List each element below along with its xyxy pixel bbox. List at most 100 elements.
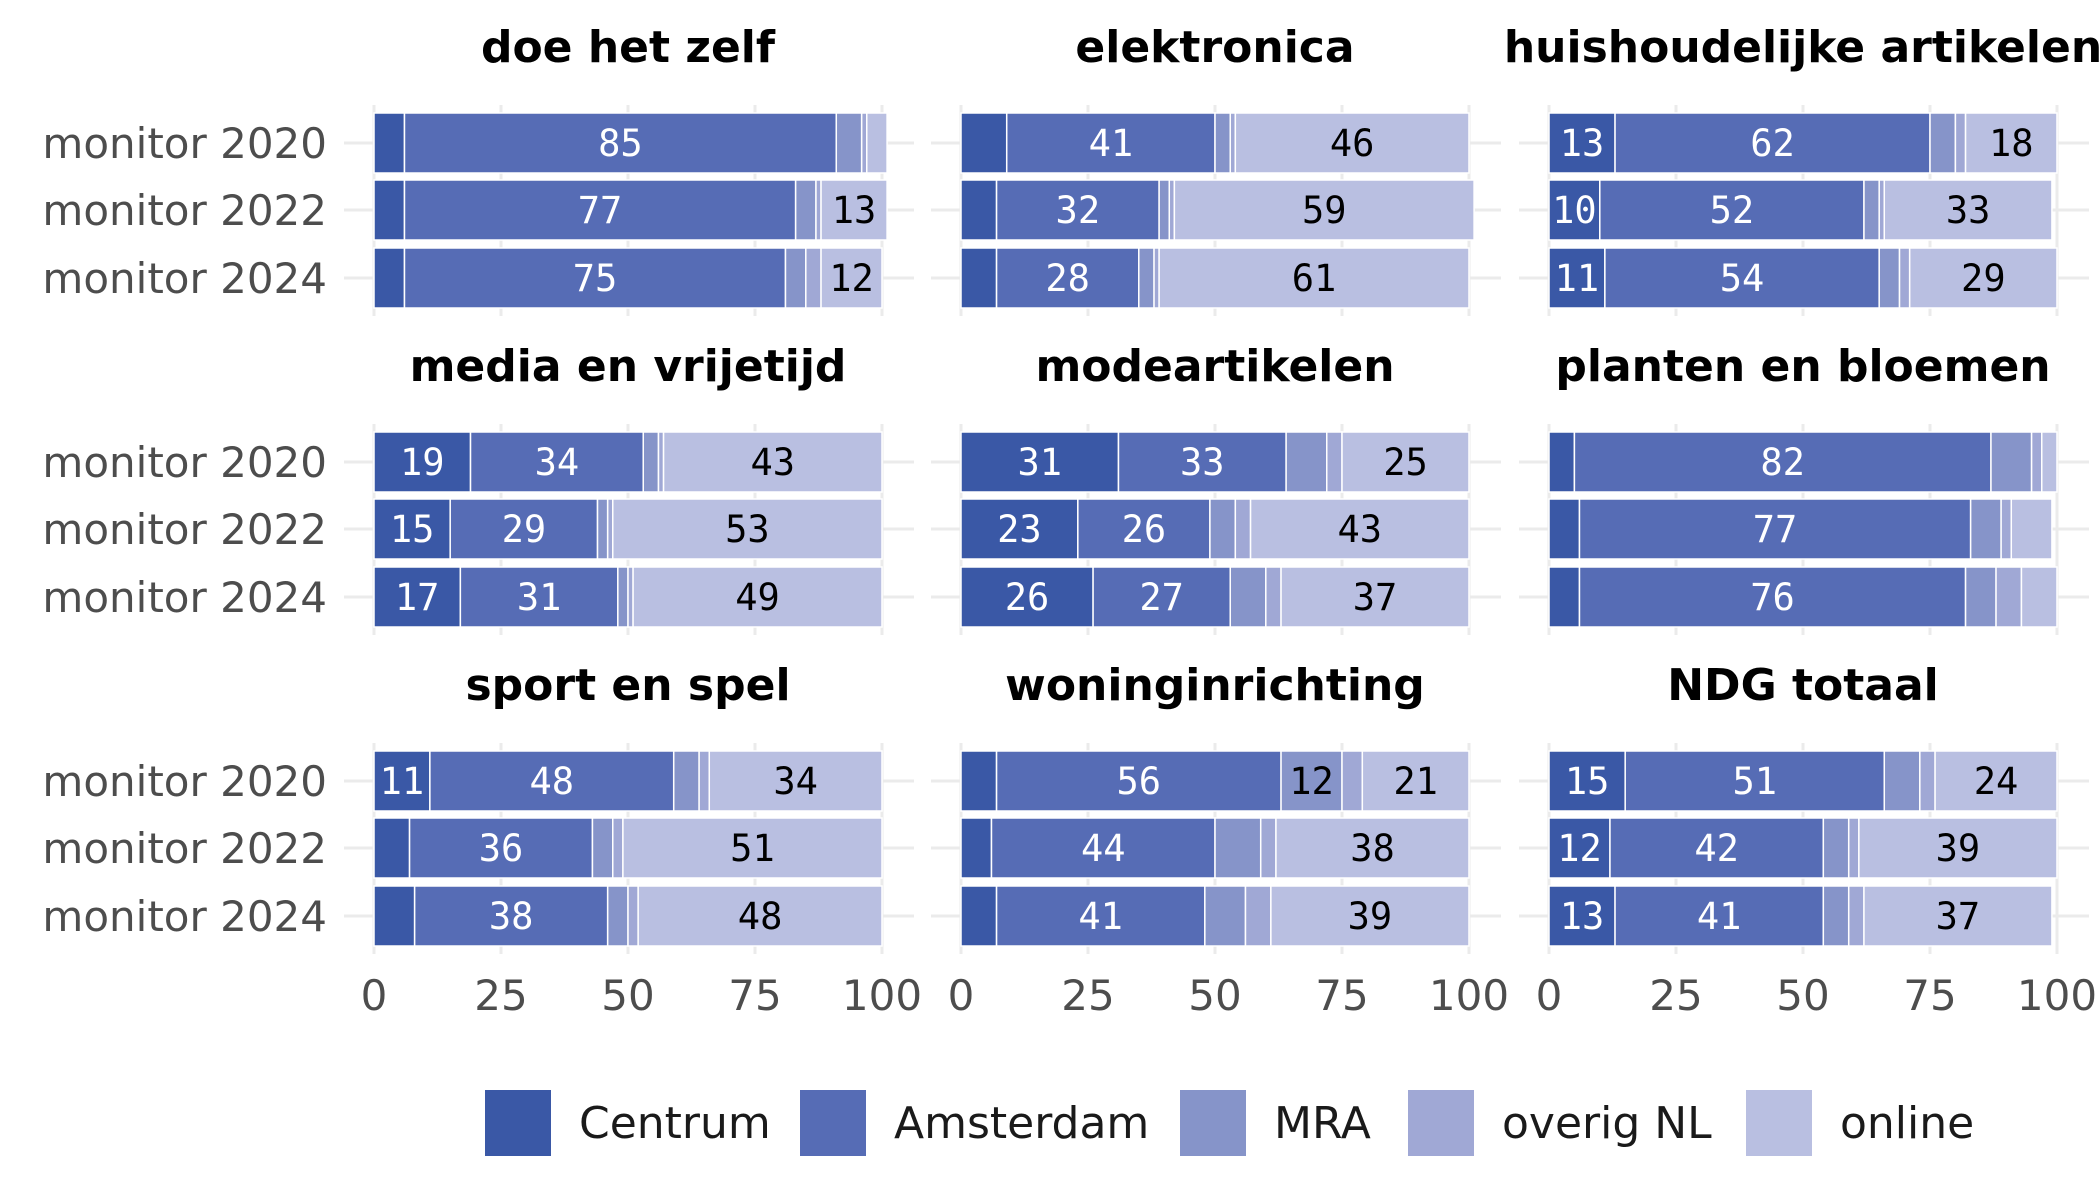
bar-doe-het-zelf-monitor-2024-centrum bbox=[373, 247, 406, 309]
bar-media-en-vrijetijd-monitor-2020-online bbox=[662, 431, 883, 493]
bar-elektronica-monitor-2020-online bbox=[1234, 112, 1470, 174]
bar-doe-het-zelf-monitor-2024-online bbox=[820, 247, 883, 309]
panel-title-media-en-vrijetijd: media en vrijetijd bbox=[410, 341, 847, 392]
bar-elektronica-monitor-2024-overig-nl bbox=[1153, 247, 1160, 309]
x-tick-label: 0 bbox=[361, 971, 388, 1020]
bar-label-media-en-vrijetijd-monitor-2024-online: 49 bbox=[735, 576, 780, 619]
bar-elektronica-monitor-2020-amsterdam bbox=[1005, 112, 1216, 174]
bar-label-modeartikelen-monitor-2022-amsterdam: 26 bbox=[1122, 508, 1167, 551]
bar-label-modeartikelen-monitor-2020-online: 25 bbox=[1383, 441, 1428, 484]
bar-sport-en-spel-monitor-2024-overig-nl bbox=[627, 885, 639, 947]
bar-label-media-en-vrijetijd-monitor-2020-online: 43 bbox=[750, 441, 795, 484]
bar-doe-het-zelf-monitor-2020-online bbox=[866, 112, 888, 174]
bar-sport-en-spel-monitor-2024-centrum bbox=[373, 885, 416, 947]
bar-label-ndg-totaal-monitor-2022-centrum: 12 bbox=[1557, 827, 1602, 870]
bar-label-media-en-vrijetijd-monitor-2022-amsterdam: 29 bbox=[502, 508, 547, 551]
bar-media-en-vrijetijd-monitor-2020-overig-nl bbox=[657, 431, 665, 493]
x-tick-label: 0 bbox=[1536, 971, 1563, 1020]
bar-label-elektronica-monitor-2022-online: 59 bbox=[1302, 189, 1347, 232]
bar-elektronica-monitor-2024-online bbox=[1158, 247, 1470, 309]
panel-title-sport-en-spel: sport en spel bbox=[465, 660, 790, 711]
bar-label-ndg-totaal-monitor-2024-centrum: 13 bbox=[1560, 895, 1605, 938]
bar-doe-het-zelf-monitor-2020-mra bbox=[835, 112, 863, 174]
bar-label-elektronica-monitor-2020-online: 46 bbox=[1330, 122, 1375, 165]
bar-label-woninginrichting-monitor-2020-mra: 12 bbox=[1289, 760, 1334, 803]
bar-doe-het-zelf-monitor-2022-overig-nl bbox=[815, 179, 822, 241]
bar-huishoudelijke-artikelen-monitor-2024-mra bbox=[1878, 247, 1901, 309]
bar-label-doe-het-zelf-monitor-2024-online: 12 bbox=[829, 257, 874, 300]
bar-planten-en-bloemen-monitor-2024-amsterdam bbox=[1578, 566, 1967, 628]
bar-label-ndg-totaal-monitor-2024-amsterdam: 41 bbox=[1697, 895, 1742, 938]
bar-sport-en-spel-monitor-2020-centrum bbox=[373, 750, 431, 812]
bar-media-en-vrijetijd-monitor-2022-mra bbox=[596, 498, 609, 560]
bar-modeartikelen-monitor-2024-online bbox=[1280, 566, 1470, 628]
bar-media-en-vrijetijd-monitor-2022-centrum bbox=[373, 498, 451, 560]
panel-title-planten-en-bloemen: planten en bloemen bbox=[1555, 341, 2050, 392]
x-tick-label: 50 bbox=[1776, 971, 1829, 1020]
bar-doe-het-zelf-monitor-2022-mra bbox=[794, 179, 817, 241]
x-tick-label: 100 bbox=[842, 971, 922, 1020]
legend-label-mra: MRA bbox=[1274, 1098, 1371, 1149]
bar-huishoudelijke-artikelen-monitor-2020-mra bbox=[1929, 112, 1957, 174]
bar-label-media-en-vrijetijd-monitor-2020-amsterdam: 34 bbox=[535, 441, 580, 484]
bar-label-huishoudelijke-artikelen-monitor-2020-centrum: 13 bbox=[1560, 122, 1605, 165]
x-tick-label: 75 bbox=[1315, 971, 1368, 1020]
panel-title-woninginrichting: woninginrichting bbox=[1005, 660, 1425, 711]
legend-swatch-overig-nl bbox=[1408, 1090, 1474, 1156]
bar-modeartikelen-monitor-2022-online bbox=[1249, 498, 1470, 560]
bar-label-huishoudelijke-artikelen-monitor-2020-online: 18 bbox=[1989, 122, 2034, 165]
bar-label-modeartikelen-monitor-2024-centrum: 26 bbox=[1005, 576, 1050, 619]
bar-huishoudelijke-artikelen-monitor-2022-centrum bbox=[1548, 179, 1601, 241]
bar-planten-en-bloemen-monitor-2022-centrum bbox=[1548, 498, 1581, 560]
panel-title-doe-het-zelf: doe het zelf bbox=[481, 22, 776, 73]
bar-label-woninginrichting-monitor-2024-online: 39 bbox=[1348, 895, 1393, 938]
bar-label-elektronica-monitor-2020-amsterdam: 41 bbox=[1089, 122, 1134, 165]
bar-label-ndg-totaal-monitor-2020-online: 24 bbox=[1974, 760, 2019, 803]
bar-label-doe-het-zelf-monitor-2020-amsterdam: 85 bbox=[598, 122, 643, 165]
bar-media-en-vrijetijd-monitor-2024-overig-nl bbox=[627, 566, 634, 628]
bar-ndg-totaal-monitor-2022-mra bbox=[1822, 817, 1850, 879]
row-label-monitor-2020: monitor 2020 bbox=[42, 438, 327, 487]
bar-label-sport-en-spel-monitor-2022-amsterdam: 36 bbox=[479, 827, 524, 870]
bar-label-woninginrichting-monitor-2020-amsterdam: 56 bbox=[1117, 760, 1162, 803]
bar-sport-en-spel-monitor-2020-overig-nl bbox=[698, 750, 711, 812]
bar-label-woninginrichting-monitor-2020-online: 21 bbox=[1393, 760, 1438, 803]
bar-sport-en-spel-monitor-2020-mra bbox=[672, 750, 700, 812]
bar-label-sport-en-spel-monitor-2024-amsterdam: 38 bbox=[489, 895, 534, 938]
bar-huishoudelijke-artikelen-monitor-2020-overig-nl bbox=[1954, 112, 1967, 174]
bar-elektronica-monitor-2024-centrum bbox=[960, 247, 998, 309]
legend-swatch-mra bbox=[1180, 1090, 1246, 1156]
bar-media-en-vrijetijd-monitor-2020-centrum bbox=[373, 431, 472, 493]
x-tick-label: 75 bbox=[728, 971, 781, 1020]
bar-elektronica-monitor-2024-mra bbox=[1138, 247, 1155, 309]
bar-woninginrichting-monitor-2020-amsterdam bbox=[995, 750, 1282, 812]
bar-label-modeartikelen-monitor-2020-amsterdam: 33 bbox=[1180, 441, 1225, 484]
bar-label-elektronica-monitor-2024-amsterdam: 28 bbox=[1045, 257, 1090, 300]
bar-label-doe-het-zelf-monitor-2022-amsterdam: 77 bbox=[578, 189, 623, 232]
bar-woninginrichting-monitor-2020-overig-nl bbox=[1341, 750, 1364, 812]
bar-ndg-totaal-monitor-2022-online bbox=[1858, 817, 2058, 879]
bar-planten-en-bloemen-monitor-2024-online bbox=[2020, 566, 2058, 628]
bar-elektronica-monitor-2022-amsterdam bbox=[995, 179, 1160, 241]
x-tick-label: 25 bbox=[474, 971, 527, 1020]
bar-sport-en-spel-monitor-2024-online bbox=[637, 885, 883, 947]
bar-elektronica-monitor-2022-centrum bbox=[960, 179, 998, 241]
bar-label-media-en-vrijetijd-monitor-2020-centrum: 19 bbox=[400, 441, 445, 484]
bar-label-woninginrichting-monitor-2024-amsterdam: 41 bbox=[1078, 895, 1123, 938]
bar-doe-het-zelf-monitor-2024-mra bbox=[784, 247, 807, 309]
bar-label-huishoudelijke-artikelen-monitor-2022-centrum: 10 bbox=[1552, 189, 1597, 232]
bar-sport-en-spel-monitor-2022-mra bbox=[591, 817, 614, 879]
bar-woninginrichting-monitor-2024-overig-nl bbox=[1244, 885, 1272, 947]
bar-huishoudelijke-artikelen-monitor-2020-online bbox=[1964, 112, 2058, 174]
bar-media-en-vrijetijd-monitor-2022-overig-nl bbox=[606, 498, 614, 560]
bar-woninginrichting-monitor-2022-centrum bbox=[960, 817, 993, 879]
bar-label-woninginrichting-monitor-2022-amsterdam: 44 bbox=[1081, 827, 1126, 870]
bar-modeartikelen-monitor-2024-mra bbox=[1229, 566, 1267, 628]
bar-label-sport-en-spel-monitor-2020-amsterdam: 48 bbox=[530, 760, 575, 803]
bar-label-woninginrichting-monitor-2022-online: 38 bbox=[1350, 827, 1395, 870]
bar-elektronica-monitor-2020-mra bbox=[1214, 112, 1231, 174]
bar-ndg-totaal-monitor-2020-centrum bbox=[1548, 750, 1626, 812]
bar-label-huishoudelijke-artikelen-monitor-2024-amsterdam: 54 bbox=[1720, 257, 1765, 300]
bar-label-ndg-totaal-monitor-2022-online: 39 bbox=[1936, 827, 1981, 870]
